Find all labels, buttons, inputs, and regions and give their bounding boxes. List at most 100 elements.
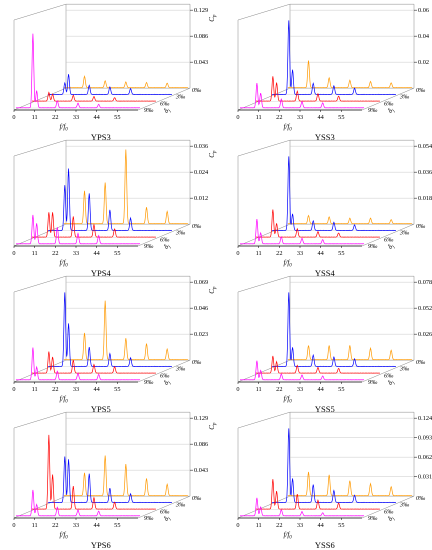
x-axis-label-main: f/f — [283, 531, 290, 539]
x-axis-label: f/f0 — [59, 531, 68, 541]
depth-label: 0‰ — [416, 359, 426, 366]
z-axis-label-main: δ — [162, 515, 171, 523]
series-line — [15, 33, 141, 109]
y-tick-label: 0.06 — [418, 7, 429, 14]
depth-label: 9‰ — [144, 379, 154, 386]
y-tick-label: 0.093 — [418, 435, 432, 442]
right-floor-edge — [361, 359, 415, 383]
depth-label: 3‰ — [399, 502, 410, 509]
depth-label: 6‰ — [384, 372, 394, 379]
y-tick-label: 0.036 — [418, 169, 432, 176]
x-axis-label-main: f/f — [283, 123, 290, 131]
series-line — [239, 218, 365, 245]
left-floor-edge — [237, 223, 291, 247]
x-tick-label: 44 — [318, 386, 325, 393]
series-line — [255, 76, 381, 102]
right-floor-edge — [137, 359, 191, 383]
depth-label: 9‰ — [368, 515, 378, 522]
depth-label: 0‰ — [416, 87, 426, 94]
top-left-edge — [13, 275, 67, 293]
left-floor-edge — [13, 359, 67, 383]
x-tick-label: 33 — [297, 386, 303, 393]
z-axis-label-main: δ — [386, 243, 395, 251]
series-line — [239, 82, 365, 109]
left-floor-edge — [237, 87, 291, 111]
panel-yss4: 0.0180.0360.054Cp0‰3‰6‰9‰δj01122334455f/… — [236, 139, 432, 278]
y-axis-label: Cp — [208, 150, 218, 158]
y-axis-label-sub: p — [213, 422, 218, 426]
x-tick-label: 33 — [73, 386, 79, 393]
x-tick-label: 11 — [32, 386, 38, 393]
x-tick-label: 22 — [276, 386, 282, 393]
z-axis-label-main: δ — [386, 379, 395, 387]
x-tick-label: 55 — [338, 522, 344, 529]
right-floor-edge — [137, 495, 191, 519]
panel-title: YPS6 — [91, 540, 111, 550]
x-tick-label: 11 — [256, 250, 262, 257]
series-line — [255, 479, 381, 510]
x-tick-label: 55 — [114, 386, 120, 393]
depth-label: 3‰ — [175, 230, 186, 237]
right-floor-edge — [361, 223, 415, 247]
x-tick-label: 44 — [318, 114, 325, 121]
x-tick-label: 0 — [236, 386, 239, 393]
x-axis-label-sub: 0 — [289, 128, 292, 133]
depth-label: 9‰ — [144, 243, 154, 250]
series-line — [287, 214, 412, 225]
x-tick-label: 22 — [276, 250, 282, 257]
depth-label: 6‰ — [160, 100, 170, 107]
series-line — [63, 300, 188, 361]
y-axis-label-main: C — [208, 153, 216, 158]
y-tick-label: 0.069 — [194, 279, 208, 286]
y-tick-label: 0.018 — [418, 195, 432, 202]
y-tick-label: 0.052 — [418, 305, 432, 312]
left-floor-edge — [237, 495, 291, 519]
depth-label: 9‰ — [144, 515, 154, 522]
y-axis-label: Cp — [208, 286, 218, 294]
series-line — [47, 168, 172, 231]
depth-label: 6‰ — [384, 508, 394, 515]
series-line — [255, 355, 381, 374]
depth-label: 0‰ — [192, 223, 202, 230]
series-line — [31, 434, 157, 510]
z-axis-label: δj — [162, 106, 173, 116]
depth-label: 9‰ — [368, 379, 378, 386]
series-line — [15, 347, 141, 381]
y-tick-label: 0.078 — [418, 279, 432, 286]
z-axis-label-sub: j — [391, 380, 397, 385]
y-tick-label: 0.043 — [194, 59, 208, 66]
x-tick-label: 33 — [73, 114, 79, 121]
z-axis-label-sub: j — [167, 108, 173, 113]
series-line — [31, 91, 157, 102]
depth-label: 6‰ — [384, 236, 394, 243]
x-tick-label: 11 — [32, 522, 38, 529]
x-tick-label: 55 — [338, 250, 344, 257]
x-axis-label-main: f/f — [59, 395, 66, 403]
series-line — [271, 156, 396, 231]
x-tick-label: 55 — [338, 386, 344, 393]
series-line — [15, 214, 141, 245]
y-tick-label: 0.04 — [418, 33, 430, 40]
x-tick-label: 11 — [256, 522, 262, 529]
x-axis-label-sub: 0 — [65, 400, 68, 405]
panel-title: YSS4 — [315, 268, 336, 278]
depth-label: 0‰ — [416, 495, 426, 502]
x-tick-label: 0 — [12, 386, 15, 393]
right-floor-edge — [137, 87, 191, 111]
z-axis-label: δj — [386, 378, 397, 388]
x-axis-label-main: f/f — [283, 259, 290, 267]
y-axis-label: Cp — [208, 422, 218, 430]
top-left-edge — [13, 3, 67, 21]
series-line — [47, 74, 172, 95]
x-tick-label: 11 — [32, 114, 38, 121]
x-axis-label-main: f/f — [283, 395, 290, 403]
y-tick-label: 0.124 — [418, 415, 432, 422]
depth-label: 9‰ — [368, 243, 378, 250]
x-tick-label: 0 — [12, 250, 15, 257]
x-axis-label-main: f/f — [59, 123, 66, 131]
z-axis-label: δj — [162, 378, 173, 388]
series-line — [47, 456, 172, 503]
z-axis-label-main: δ — [162, 243, 171, 251]
